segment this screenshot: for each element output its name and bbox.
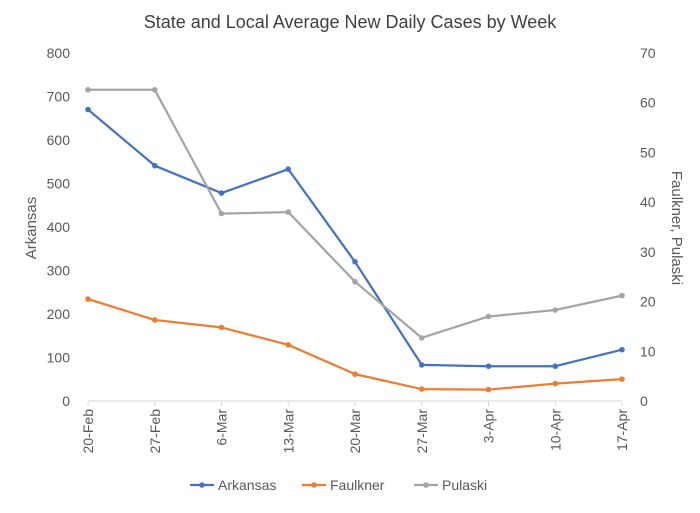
- data-point-pulaski: [619, 292, 625, 299]
- y-left-tick-label: 100: [47, 350, 71, 366]
- y-left-tick-label: 700: [47, 89, 71, 105]
- legend-label: Faulkner: [330, 477, 385, 493]
- y-left-tick-label: 200: [47, 306, 71, 322]
- data-point-arkansas: [418, 362, 425, 368]
- data-point-faulkner: [352, 371, 358, 377]
- series-pulaski: [85, 86, 625, 341]
- data-point-arkansas: [85, 106, 91, 113]
- y-right-tick-label: 40: [640, 194, 656, 210]
- series-line-pulaski: [88, 88, 623, 339]
- y-right-tick-label: 60: [640, 95, 656, 111]
- data-point-pulaski: [218, 210, 225, 217]
- data-point-arkansas: [552, 363, 559, 370]
- data-point-pulaski: [418, 335, 425, 341]
- data-point-faulkner: [485, 386, 492, 393]
- legend-dot-marker: [423, 482, 429, 488]
- legend-dot-marker: [311, 482, 317, 488]
- data-point-arkansas: [285, 166, 292, 172]
- y-axis-left-title: Arkansas: [23, 197, 40, 260]
- legend-item-arkansas: Arkansas: [190, 477, 276, 493]
- data-point-faulkner: [218, 324, 225, 331]
- data-point-faulkner: [418, 386, 425, 392]
- y-axis-left-ticks: 0 100 200 300 400 500 600 700 800: [47, 45, 71, 409]
- data-point-arkansas: [218, 190, 225, 196]
- legend-label: Pulaski: [442, 477, 487, 493]
- data-point-pulaski: [352, 278, 358, 285]
- legend-item-faulkner: Faulkner: [302, 477, 385, 493]
- y-left-tick-label: 600: [47, 132, 71, 148]
- x-tick-label: 10-Apr: [547, 409, 563, 451]
- x-tick-label: 27-Mar: [414, 409, 430, 454]
- legend-label: Arkansas: [218, 477, 276, 493]
- y-right-tick-label: 70: [640, 45, 656, 61]
- y-left-tick-label: 0: [62, 393, 70, 409]
- data-point-pulaski: [85, 86, 91, 93]
- legend-dot-marker: [199, 482, 205, 488]
- y-right-tick-label: 50: [640, 144, 656, 160]
- data-point-faulkner: [285, 342, 292, 348]
- x-tick-label: 13-Mar: [280, 409, 296, 454]
- data-point-faulkner: [619, 376, 625, 382]
- data-point-pulaski: [285, 209, 292, 215]
- y-axis-right-ticks: 0 10 20 30 40 50 60 70: [640, 45, 656, 409]
- x-axis-ticks: 20-Feb 27-Feb 6-Mar 13-Mar 20-Mar 27-Mar 3-Apr…: [80, 401, 630, 453]
- series-faulkner: [85, 296, 625, 393]
- x-tick-label: 20-Mar: [347, 409, 363, 454]
- y-left-tick-label: 300: [47, 263, 71, 279]
- data-point-pulaski: [485, 313, 492, 320]
- x-tick-label: 20-Feb: [80, 409, 96, 454]
- x-tick-label: 3-Apr: [481, 409, 497, 444]
- legend-item-pulaski: Pulaski: [414, 477, 487, 493]
- data-point-arkansas: [151, 162, 158, 169]
- data-point-faulkner: [85, 296, 91, 302]
- y-right-tick-label: 30: [640, 244, 656, 260]
- y-right-tick-label: 10: [640, 343, 656, 359]
- y-left-tick-label: 800: [47, 45, 71, 61]
- y-left-tick-label: 500: [47, 176, 71, 192]
- series-arkansas: [85, 106, 625, 370]
- y-left-tick-label: 400: [47, 219, 71, 235]
- data-point-arkansas: [485, 363, 492, 370]
- data-point-faulkner: [552, 380, 559, 387]
- data-point-pulaski: [552, 307, 559, 313]
- series-line-arkansas: [87, 108, 623, 368]
- data-point-pulaski: [151, 86, 158, 93]
- y-axis-right-title: Faulkner, Pulaski: [668, 171, 685, 285]
- y-right-tick-label: 20: [640, 294, 656, 310]
- x-tick-label: 27-Feb: [147, 409, 163, 454]
- x-tick-label: 6-Mar: [214, 409, 230, 446]
- chart-title: State and Local Average New Daily Cases …: [144, 12, 558, 32]
- x-tick-label: 17-Apr: [614, 409, 630, 451]
- series-layer: [85, 86, 625, 393]
- data-point-arkansas: [619, 346, 625, 353]
- y-right-tick-label: 0: [640, 393, 648, 409]
- data-point-faulkner: [151, 317, 158, 323]
- data-point-arkansas: [352, 259, 358, 265]
- legend: Arkansas Faulkner Pulaski: [190, 477, 487, 493]
